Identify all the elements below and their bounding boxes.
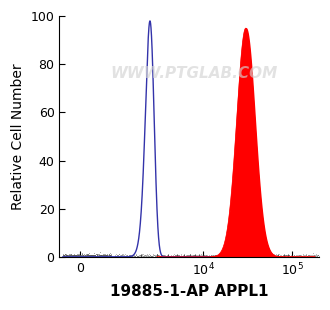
Text: WWW.PTGLAB.COM: WWW.PTGLAB.COM — [111, 66, 278, 82]
X-axis label: 19885-1-AP APPL1: 19885-1-AP APPL1 — [110, 284, 268, 299]
Y-axis label: Relative Cell Number: Relative Cell Number — [11, 63, 25, 210]
